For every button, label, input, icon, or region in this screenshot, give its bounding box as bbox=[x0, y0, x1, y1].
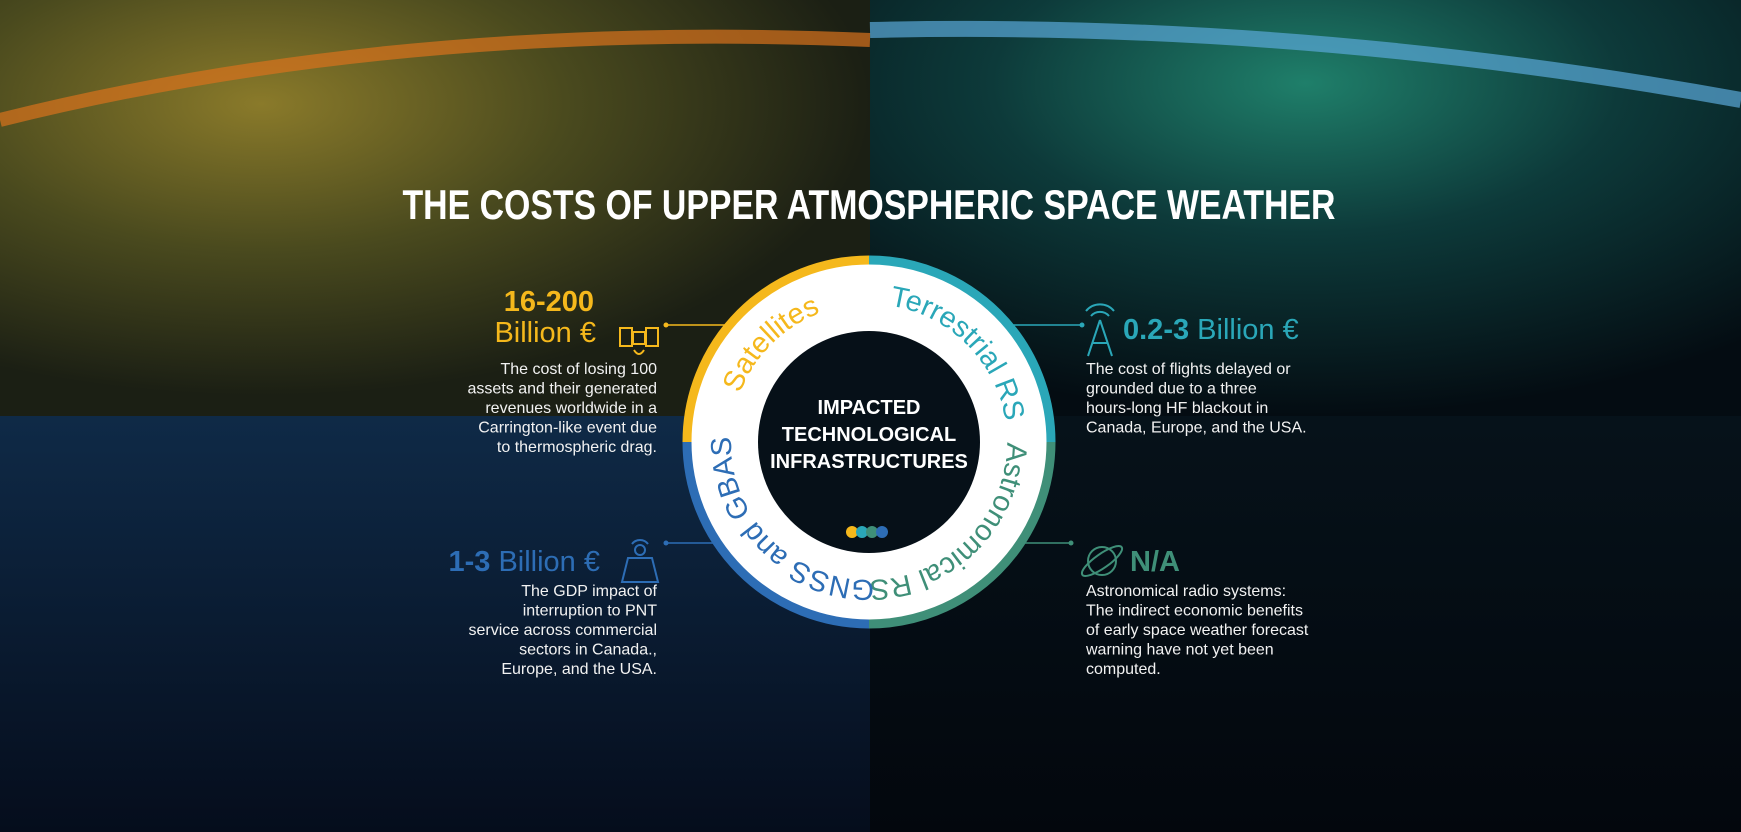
description-line: of early space weather forecast bbox=[1086, 622, 1309, 639]
description-line: The cost of losing 100 bbox=[500, 361, 657, 378]
amount-line: 0.2-3 Billion € bbox=[1123, 314, 1299, 346]
center-label: INFRASTRUCTURES bbox=[770, 451, 968, 473]
description-line: sectors in Canada., bbox=[519, 642, 657, 659]
description-line: interruption to PNT bbox=[523, 603, 658, 620]
description-line: computed. bbox=[1086, 661, 1161, 678]
amount-line: 1-3 Billion € bbox=[448, 546, 600, 578]
description-line: warning have not yet been bbox=[1085, 642, 1274, 659]
description-line: The indirect economic benefits bbox=[1086, 603, 1303, 620]
description-line: grounded due to a three bbox=[1086, 381, 1257, 398]
infographic: THE COSTS OF UPPER ATMOSPHERIC SPACE WEA… bbox=[0, 0, 1741, 832]
description-line: Carrington-like event due bbox=[478, 420, 657, 437]
title: THE COSTS OF UPPER ATMOSPHERIC SPACE WEA… bbox=[403, 181, 1336, 228]
center-label: IMPACTED bbox=[818, 397, 921, 419]
description-line: revenues worldwide in a bbox=[485, 400, 657, 417]
description-line: Astronomical radio systems: bbox=[1086, 583, 1286, 600]
amount: 16-200 bbox=[504, 286, 594, 318]
description-line: hours-long HF blackout in bbox=[1086, 400, 1268, 417]
description-line: The cost of flights delayed or bbox=[1086, 361, 1291, 378]
description-line: service across commercial bbox=[469, 622, 657, 639]
description-line: Europe, and the USA. bbox=[501, 661, 657, 678]
unit: Billion € bbox=[1197, 314, 1299, 346]
description-line: assets and their generated bbox=[468, 381, 657, 398]
center-label: TECHNOLOGICAL bbox=[782, 424, 956, 446]
amount-line: N/A bbox=[1130, 546, 1180, 578]
unit: Billion € bbox=[498, 546, 600, 578]
amount: N/A bbox=[1130, 546, 1180, 578]
description-line: Canada, Europe, and the USA. bbox=[1086, 420, 1307, 437]
amount: 1-3 bbox=[448, 546, 490, 578]
description-line: to thermospheric drag. bbox=[497, 439, 657, 456]
amount: 0.2-3 bbox=[1123, 314, 1189, 346]
unit: Billion € bbox=[494, 317, 596, 349]
description-line: The GDP impact of bbox=[521, 583, 657, 600]
